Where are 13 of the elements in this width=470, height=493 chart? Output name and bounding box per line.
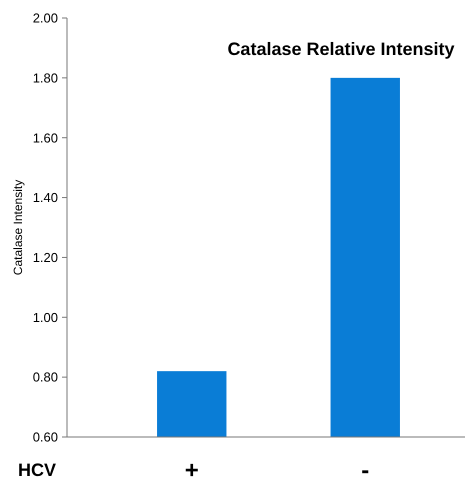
y-tick-label: 1.60 — [32, 130, 58, 146]
x-axis-title: HCV — [18, 460, 56, 480]
y-tick-label: 1.40 — [32, 190, 58, 206]
y-tick-label: 0.60 — [32, 430, 58, 445]
y-tick-label: 1.20 — [32, 250, 58, 265]
y-tick-label: 1.80 — [32, 70, 58, 86]
x-tick-label: - — [361, 457, 370, 484]
text: Catalase Relative Intensity — [227, 39, 455, 59]
y-axis-title: Catalase Intensity — [11, 180, 25, 276]
y-tick-label: 2.00 — [32, 10, 58, 26]
y-tick-label: 1.00 — [32, 310, 58, 325]
y-tick-label: 0.80 — [32, 370, 58, 385]
x-tick-label: + — [184, 457, 199, 484]
